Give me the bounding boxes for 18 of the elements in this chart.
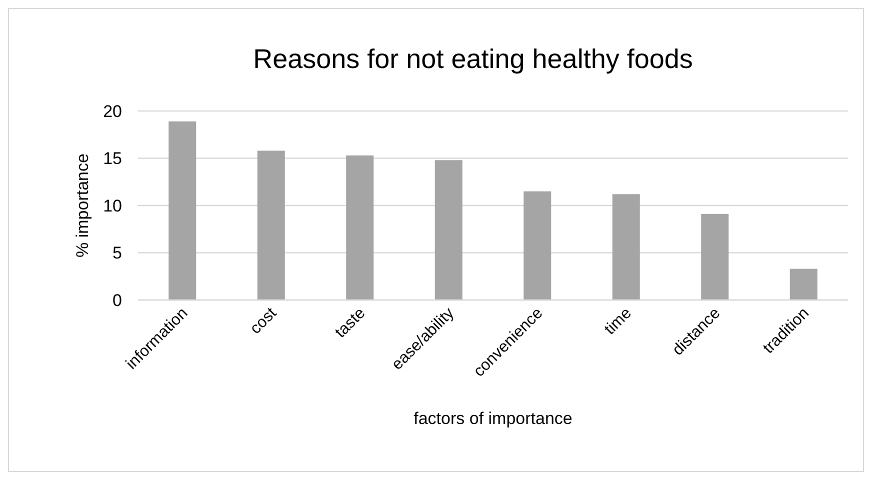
bar [346, 155, 374, 300]
y-tick-label: 20 [103, 102, 122, 121]
x-tick-label: time [602, 304, 636, 338]
x-axis-title: factors of importance [414, 409, 572, 428]
bar [524, 191, 552, 300]
bar [701, 214, 729, 300]
bar [168, 121, 196, 300]
bar [790, 268, 818, 300]
chart-title: Reasons for not eating healthy foods [253, 44, 693, 74]
y-tick-label: 0 [112, 290, 122, 310]
y-axis-title: % importance [73, 154, 92, 258]
bar [612, 194, 640, 300]
bar [434, 160, 462, 300]
y-tick-label: 15 [103, 149, 122, 168]
y-tick-label: 10 [103, 196, 122, 216]
x-tick-label: cost [247, 304, 280, 338]
y-tick-label: 5 [112, 244, 122, 263]
bar [257, 150, 285, 300]
